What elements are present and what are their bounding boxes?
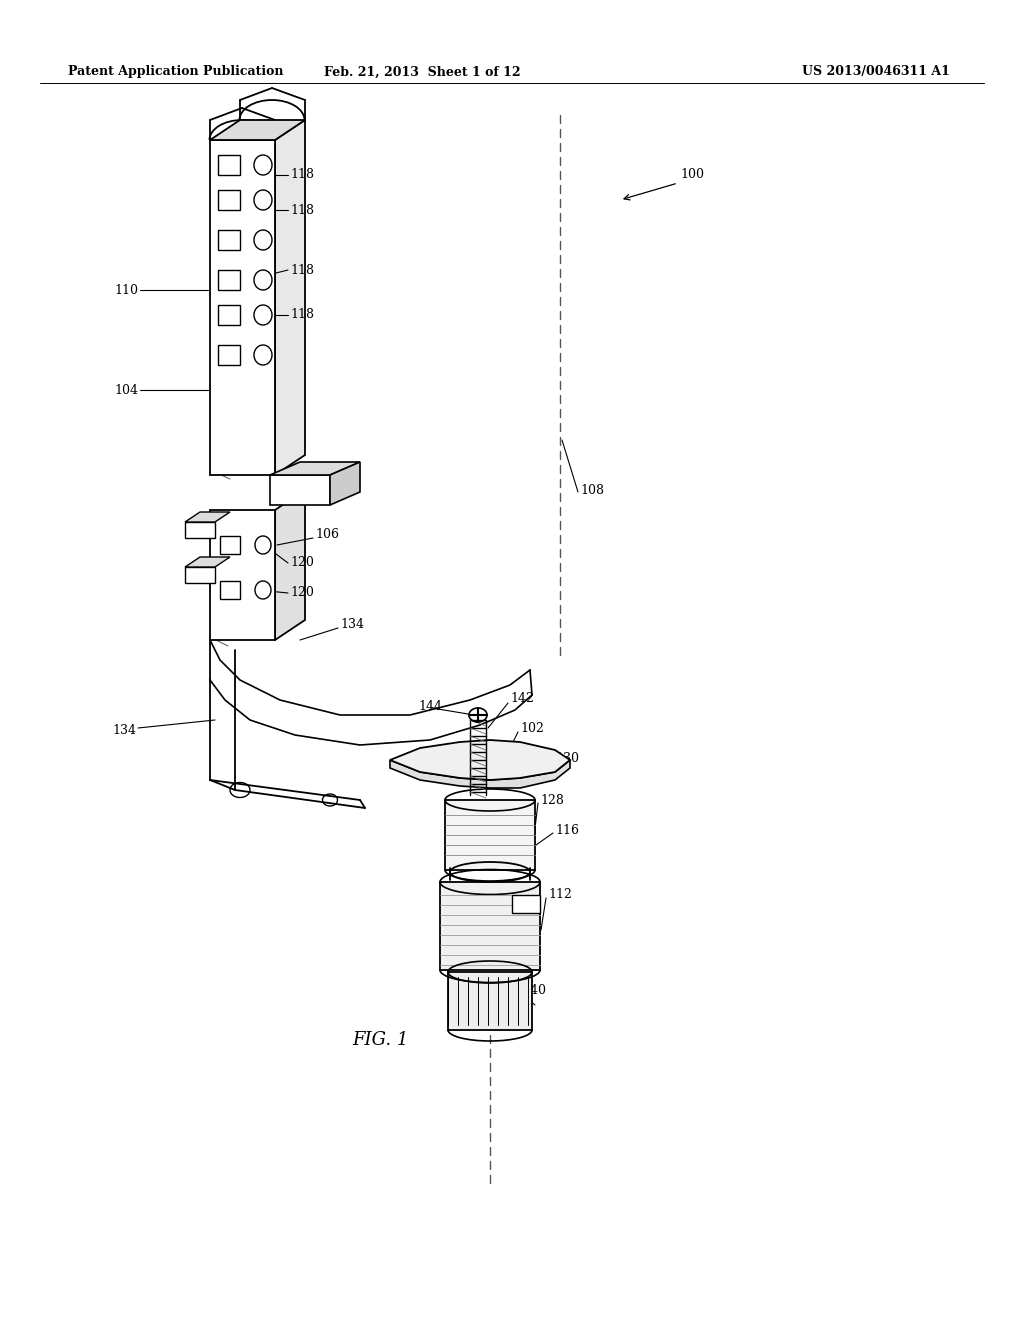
Bar: [218, 305, 240, 325]
Bar: [218, 345, 240, 366]
Polygon shape: [270, 462, 360, 475]
Polygon shape: [275, 490, 305, 640]
Bar: [218, 271, 240, 290]
Text: 118: 118: [290, 169, 314, 181]
Text: 114: 114: [319, 462, 344, 474]
Text: 118: 118: [290, 309, 314, 322]
Bar: [220, 536, 240, 554]
Text: 100: 100: [680, 169, 705, 181]
Bar: [445, 800, 535, 870]
Polygon shape: [185, 557, 230, 568]
Bar: [220, 581, 240, 599]
Text: 120: 120: [290, 556, 314, 569]
Text: FIG. 1: FIG. 1: [352, 1031, 409, 1049]
Text: 130: 130: [555, 751, 579, 764]
Text: 102: 102: [520, 722, 544, 734]
Polygon shape: [185, 568, 215, 583]
Polygon shape: [270, 475, 330, 506]
Text: 134: 134: [340, 619, 364, 631]
Text: Patent Application Publication: Patent Application Publication: [68, 66, 284, 78]
Text: 120: 120: [290, 586, 314, 598]
Polygon shape: [390, 741, 570, 780]
Text: 128: 128: [540, 793, 564, 807]
Bar: [218, 190, 240, 210]
Polygon shape: [210, 140, 275, 475]
Text: 108: 108: [580, 483, 604, 496]
Polygon shape: [185, 521, 215, 539]
Text: 134: 134: [112, 723, 136, 737]
Text: Feb. 21, 2013  Sheet 1 of 12: Feb. 21, 2013 Sheet 1 of 12: [324, 66, 520, 78]
Bar: [218, 230, 240, 249]
Text: 144: 144: [418, 700, 442, 713]
Text: US 2013/0046311 A1: US 2013/0046311 A1: [802, 66, 950, 78]
Polygon shape: [440, 882, 540, 970]
Polygon shape: [330, 462, 360, 506]
Polygon shape: [210, 120, 305, 140]
Text: 118: 118: [290, 264, 314, 276]
Text: 118: 118: [290, 203, 314, 216]
Text: 104: 104: [114, 384, 138, 396]
Text: 142: 142: [510, 692, 534, 705]
Text: 106: 106: [315, 528, 339, 541]
Polygon shape: [390, 760, 570, 788]
Polygon shape: [275, 120, 305, 475]
Text: 112: 112: [548, 888, 571, 902]
Bar: [512, 895, 540, 913]
Polygon shape: [210, 510, 275, 640]
Polygon shape: [449, 972, 532, 1030]
Text: 116: 116: [555, 824, 579, 837]
Polygon shape: [185, 512, 230, 521]
Text: 140: 140: [522, 983, 546, 997]
Text: 110: 110: [114, 284, 138, 297]
Bar: [218, 154, 240, 176]
